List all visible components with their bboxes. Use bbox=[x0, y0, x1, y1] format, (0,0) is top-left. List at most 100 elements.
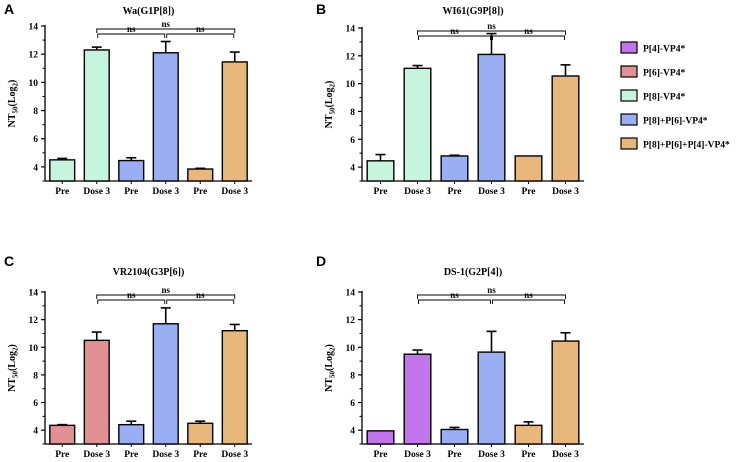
x-tick-label: Pre bbox=[521, 450, 535, 460]
significance-label: ns bbox=[487, 21, 496, 31]
chart-panel-b: B WI61(G9P[8]) 4 6 8 10 12 14 NT50(Log2) Pre Dose … bbox=[316, 1, 584, 197]
y-tick-label: 6 bbox=[350, 136, 355, 146]
chart-title: WI61(G9P[8]) bbox=[442, 6, 503, 17]
significance-bracket bbox=[166, 299, 235, 304]
significance-bracket bbox=[492, 35, 565, 40]
chart-title: DS-1(G2P[4]) bbox=[444, 267, 502, 278]
y-tick-label: 4 bbox=[33, 163, 38, 173]
y-tick-label: 10 bbox=[346, 344, 356, 354]
bar bbox=[477, 53, 506, 182]
x-tick-label: Dose 3 bbox=[552, 187, 579, 197]
y-axis-label-part: NT bbox=[324, 114, 335, 128]
legend: P[4]-VP4* P[6]-VP4* P[8]-VP4* P[8]+P[6]-VP4… bbox=[620, 41, 730, 151]
y-tick-label: 8 bbox=[350, 371, 355, 381]
chart-panel-d: D DS-1(G2P[4]) 4 6 8 10 12 14 NT50(Log2) Pre Dose … bbox=[316, 253, 584, 460]
panel-letter: C bbox=[4, 253, 14, 269]
y-axis-label: NT50(Log2) bbox=[7, 80, 20, 128]
legend-label: P[8]+P[6]+P[4]-VP4* bbox=[643, 141, 730, 151]
significance-bracket bbox=[96, 294, 236, 299]
x-tick-label: Pre bbox=[447, 187, 461, 197]
y-axis-label-part: 50 bbox=[329, 370, 337, 378]
x-tick-label: Pre bbox=[193, 187, 207, 197]
x-tick-label: Dose 3 bbox=[478, 450, 505, 460]
legend-label: P[8]+P[6]-VP4* bbox=[643, 117, 708, 127]
y-axis-label-part: 50 bbox=[12, 106, 20, 114]
y-axis-label-part: NT bbox=[7, 378, 18, 392]
y-tick-label: 14 bbox=[29, 23, 39, 33]
significance-bracket bbox=[97, 33, 166, 38]
y-axis-label-part: 50 bbox=[12, 370, 20, 378]
significance-bracket bbox=[492, 299, 565, 304]
significance-bracket bbox=[97, 299, 166, 304]
x-tick-label: Pre bbox=[55, 450, 69, 460]
bar bbox=[187, 168, 214, 182]
y-axis-label: NT50(Log2) bbox=[7, 344, 20, 392]
y-tick-label: 10 bbox=[29, 344, 39, 354]
y-axis-label-part: (Log bbox=[324, 351, 335, 371]
bar bbox=[83, 339, 110, 445]
y-axis-label-part: 2 bbox=[329, 83, 337, 87]
significance-label: ns bbox=[127, 24, 136, 34]
significance-label: ns bbox=[487, 285, 496, 295]
bar bbox=[152, 52, 179, 182]
y-axis-label-part: 2 bbox=[12, 82, 20, 86]
y-tick-label: 4 bbox=[33, 427, 38, 437]
y-tick-label: 8 bbox=[33, 107, 38, 117]
y-tick-label: 8 bbox=[33, 371, 38, 381]
y-tick-label: 6 bbox=[33, 135, 38, 145]
x-tick-label: Pre bbox=[193, 450, 207, 460]
x-tick-label: Pre bbox=[521, 187, 535, 197]
x-tick-label: Pre bbox=[447, 450, 461, 460]
bar bbox=[83, 49, 110, 182]
legend-label: P[4]-VP4* bbox=[643, 45, 685, 55]
y-tick-label: 12 bbox=[29, 51, 39, 61]
y-axis-label-part: ) bbox=[324, 344, 335, 347]
x-tick-label: Pre bbox=[55, 187, 69, 197]
bar bbox=[118, 423, 145, 445]
legend-swatch bbox=[620, 113, 638, 126]
y-tick-label: 12 bbox=[346, 316, 356, 326]
bar bbox=[514, 424, 543, 445]
legend-label: P[8]-VP4* bbox=[643, 93, 685, 103]
x-tick-label: Dose 3 bbox=[404, 450, 431, 460]
bar bbox=[366, 160, 395, 182]
x-tick-label: Dose 3 bbox=[83, 450, 110, 460]
bar bbox=[440, 428, 469, 445]
y-axis-label-part: 2 bbox=[12, 347, 20, 351]
y-tick-label: 12 bbox=[29, 316, 39, 326]
y-tick-label: 4 bbox=[350, 427, 355, 437]
significance-label: ns bbox=[161, 285, 170, 295]
y-tick-label: 6 bbox=[350, 399, 355, 409]
y-axis-label-part: NT bbox=[324, 378, 335, 392]
bar bbox=[49, 424, 76, 445]
x-tick-label: Dose 3 bbox=[404, 187, 431, 197]
significance-label: ns bbox=[196, 290, 205, 300]
significance-label: ns bbox=[161, 19, 170, 29]
y-tick-label: 12 bbox=[346, 52, 356, 62]
significance-bracket bbox=[417, 30, 566, 35]
y-tick-label: 8 bbox=[350, 108, 355, 118]
y-axis-label-part: ) bbox=[324, 81, 335, 84]
significance-bracket bbox=[417, 294, 566, 299]
x-tick-label: Pre bbox=[124, 187, 138, 197]
x-tick-label: Dose 3 bbox=[478, 187, 505, 197]
x-tick-label: Pre bbox=[124, 450, 138, 460]
x-tick-label: Dose 3 bbox=[152, 187, 179, 197]
y-tick-label: 14 bbox=[346, 289, 356, 299]
bar bbox=[551, 75, 580, 182]
y-tick-label: 4 bbox=[350, 164, 355, 174]
bar bbox=[551, 340, 580, 445]
bar bbox=[221, 61, 248, 182]
bar bbox=[366, 430, 395, 445]
panel-letter: A bbox=[4, 1, 14, 17]
x-tick-label: Dose 3 bbox=[152, 450, 179, 460]
x-tick-label: Dose 3 bbox=[83, 187, 110, 197]
x-tick-label: Dose 3 bbox=[221, 187, 248, 197]
bar bbox=[118, 159, 145, 182]
y-tick-label: 10 bbox=[29, 79, 39, 89]
x-tick-label: Pre bbox=[373, 187, 387, 197]
significance-label: ns bbox=[450, 26, 459, 36]
bar bbox=[403, 353, 432, 445]
